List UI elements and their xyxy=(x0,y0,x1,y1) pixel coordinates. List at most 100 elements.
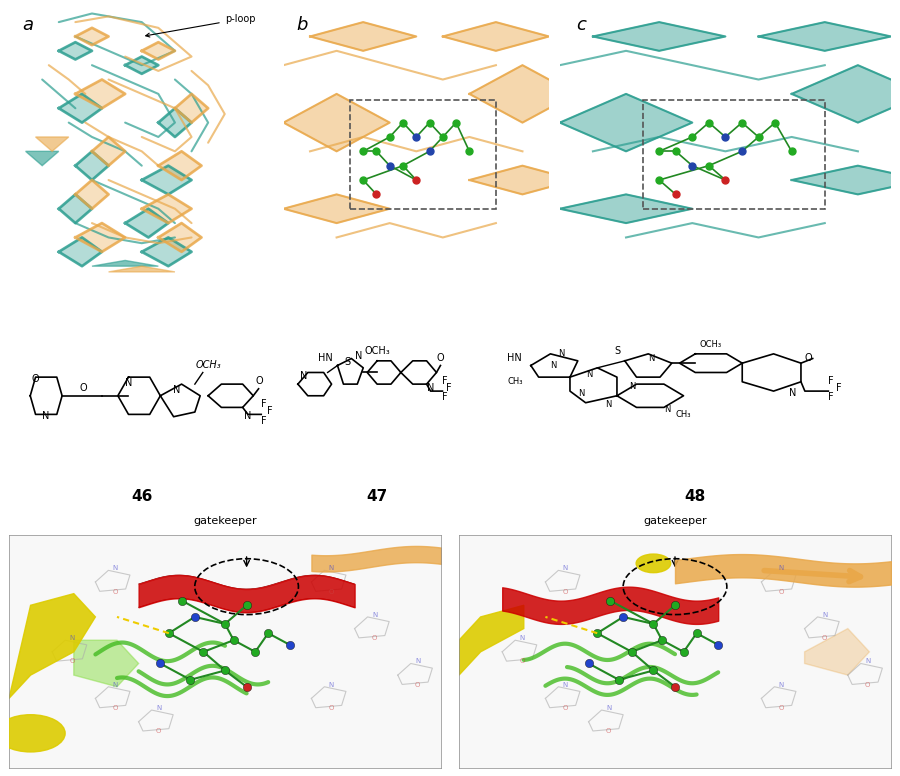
Polygon shape xyxy=(142,237,192,266)
Polygon shape xyxy=(125,57,158,74)
Text: N: N xyxy=(244,411,252,421)
Text: p-loop: p-loop xyxy=(146,14,256,37)
Text: HN: HN xyxy=(508,353,522,363)
Polygon shape xyxy=(805,629,869,675)
Text: N: N xyxy=(558,349,564,359)
Circle shape xyxy=(636,554,670,573)
Text: N: N xyxy=(300,372,307,382)
Polygon shape xyxy=(9,594,95,698)
Polygon shape xyxy=(76,223,125,251)
Polygon shape xyxy=(142,165,192,194)
Text: N: N xyxy=(551,361,557,370)
Text: N: N xyxy=(822,612,827,618)
Polygon shape xyxy=(142,194,192,223)
Text: O: O xyxy=(822,636,827,641)
Text: a: a xyxy=(22,16,33,34)
Text: O: O xyxy=(112,589,118,594)
Text: O: O xyxy=(32,374,40,384)
Polygon shape xyxy=(125,209,168,237)
Text: OCH₃: OCH₃ xyxy=(700,340,722,349)
Text: 47: 47 xyxy=(366,489,388,504)
Text: S: S xyxy=(345,358,350,368)
Polygon shape xyxy=(792,65,900,123)
Polygon shape xyxy=(35,137,68,151)
Text: N: N xyxy=(789,388,796,398)
Text: N: N xyxy=(328,566,334,571)
Polygon shape xyxy=(759,22,891,51)
Polygon shape xyxy=(74,640,139,687)
Text: N: N xyxy=(664,405,670,414)
Text: N: N xyxy=(578,389,584,398)
Polygon shape xyxy=(58,94,102,123)
Text: b: b xyxy=(297,16,308,34)
Polygon shape xyxy=(109,266,175,272)
Text: 46: 46 xyxy=(131,489,152,504)
Text: c: c xyxy=(576,16,586,34)
Polygon shape xyxy=(76,151,109,180)
Text: O: O xyxy=(372,636,377,641)
Polygon shape xyxy=(158,151,202,180)
Text: F: F xyxy=(446,383,452,393)
Text: N: N xyxy=(125,379,132,389)
Text: N: N xyxy=(112,566,118,571)
Text: F: F xyxy=(266,407,272,417)
Polygon shape xyxy=(76,79,125,108)
Text: O: O xyxy=(778,589,784,594)
Polygon shape xyxy=(58,194,92,223)
Text: CH₃: CH₃ xyxy=(676,410,691,419)
Text: O: O xyxy=(805,353,813,363)
Polygon shape xyxy=(792,165,900,194)
Text: OCH₃: OCH₃ xyxy=(195,360,220,370)
Text: F: F xyxy=(443,393,448,403)
Polygon shape xyxy=(310,22,416,51)
Text: N: N xyxy=(648,354,654,363)
Polygon shape xyxy=(158,223,202,251)
Text: N: N xyxy=(356,351,363,361)
Polygon shape xyxy=(76,28,109,45)
Text: F: F xyxy=(261,400,267,410)
Text: O: O xyxy=(156,729,161,734)
Text: N: N xyxy=(112,682,118,688)
Text: O: O xyxy=(112,705,118,711)
Text: O: O xyxy=(865,682,870,688)
Text: N: N xyxy=(629,382,635,391)
Polygon shape xyxy=(470,165,576,194)
Text: N: N xyxy=(865,659,870,664)
Text: F: F xyxy=(828,376,834,386)
Text: O: O xyxy=(519,659,525,664)
Text: N: N xyxy=(372,612,377,618)
Polygon shape xyxy=(76,180,109,209)
Text: N: N xyxy=(519,636,525,641)
Polygon shape xyxy=(443,22,549,51)
Text: O: O xyxy=(562,589,568,594)
Polygon shape xyxy=(470,65,576,123)
Polygon shape xyxy=(142,42,175,60)
Polygon shape xyxy=(158,108,192,137)
Text: N: N xyxy=(427,383,434,393)
Text: N: N xyxy=(328,682,334,688)
Text: N: N xyxy=(42,411,50,421)
Text: OCH₃: OCH₃ xyxy=(364,346,390,356)
Text: O: O xyxy=(778,705,784,711)
Polygon shape xyxy=(175,94,208,123)
Polygon shape xyxy=(58,237,102,266)
Text: N: N xyxy=(156,705,161,711)
Polygon shape xyxy=(284,194,390,223)
Text: O: O xyxy=(436,353,444,363)
Text: O: O xyxy=(69,659,75,664)
Polygon shape xyxy=(25,151,58,165)
Circle shape xyxy=(0,715,65,752)
Polygon shape xyxy=(459,605,524,675)
Text: N: N xyxy=(173,386,180,396)
Text: O: O xyxy=(606,729,611,734)
Text: N: N xyxy=(586,370,592,379)
Text: N: N xyxy=(415,659,420,664)
Text: N: N xyxy=(562,566,568,571)
Text: HN: HN xyxy=(318,353,332,363)
Polygon shape xyxy=(284,94,390,151)
Text: N: N xyxy=(778,682,784,688)
Text: gatekeeper: gatekeeper xyxy=(644,516,706,526)
Text: F: F xyxy=(261,416,267,426)
Text: N: N xyxy=(606,705,611,711)
Text: N: N xyxy=(562,682,568,688)
